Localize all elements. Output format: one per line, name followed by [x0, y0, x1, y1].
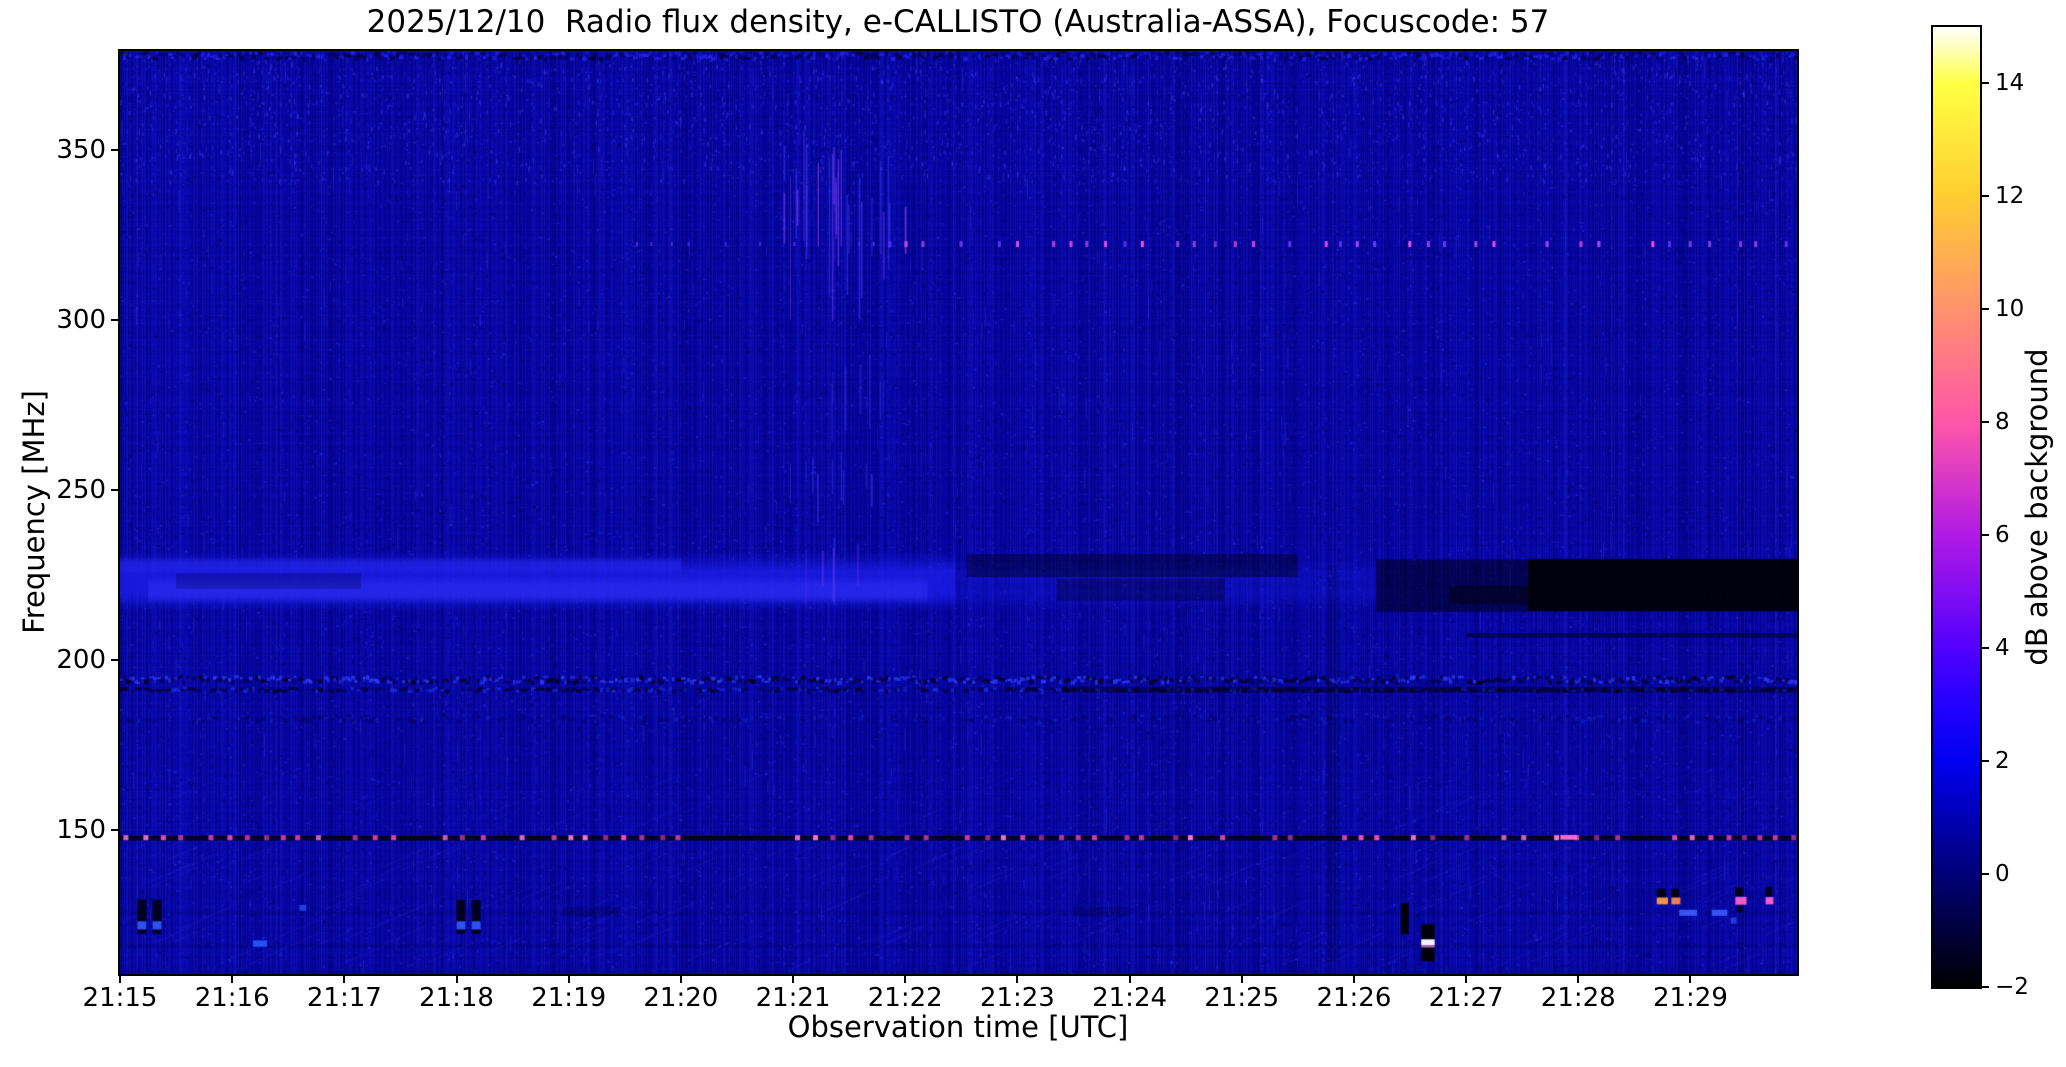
colorbar-tick-label: 6: [1995, 522, 2010, 549]
x-tick-label: 21:17: [306, 983, 382, 1013]
x-tick-label: 21:16: [194, 983, 270, 1013]
x-tick-mark: [1465, 976, 1468, 983]
x-tick-mark: [231, 976, 234, 983]
colorbar-tick-mark: [1982, 986, 1989, 988]
x-tick-mark: [679, 976, 682, 983]
x-tick-label: 21:20: [643, 983, 719, 1013]
y-axis-label: Frequency [MHz]: [17, 390, 51, 634]
x-tick-mark: [1016, 976, 1019, 983]
colorbar-tick-label: 2: [1995, 748, 2010, 775]
y-tick-mark: [111, 489, 118, 492]
x-tick-mark: [1352, 976, 1355, 983]
colorbar-tick-mark: [1982, 760, 1989, 763]
x-tick-label: 21:18: [419, 983, 494, 1013]
colorbar-tick-label: 14: [1995, 70, 2025, 97]
colorbar-label: dB above background: [2020, 348, 2054, 666]
colorbar-tick-label: 8: [1995, 409, 2010, 436]
colorbar-tick-mark: [1982, 195, 1989, 198]
colorbar-tick-mark: [1982, 534, 1989, 537]
colorbar-gradient: [1933, 27, 1980, 987]
colorbar-tick-mark: [1982, 873, 1989, 876]
x-tick-label: 21:27: [1428, 983, 1504, 1013]
x-tick-label: 21:22: [867, 983, 943, 1013]
colorbar-tick-label: 4: [1995, 635, 2010, 662]
y-tick-label: 250: [56, 475, 106, 506]
colorbar-tick-mark: [1982, 82, 1989, 85]
x-tick-mark: [1689, 976, 1692, 983]
y-tick-mark: [111, 829, 118, 832]
x-tick-mark: [455, 976, 458, 983]
x-axis-label: Observation time [UTC]: [787, 1010, 1129, 1044]
colorbar-tick-label: 12: [1995, 183, 2025, 210]
colorbar-tick-label: −2: [1995, 974, 2029, 1000]
spectrogram-canvas: [120, 51, 1797, 974]
x-tick-label: 21:26: [1316, 983, 1392, 1013]
x-tick-label: 21:21: [755, 983, 831, 1013]
y-tick-label: 150: [56, 815, 106, 846]
colorbar: [1931, 25, 1982, 989]
x-tick-mark: [1128, 976, 1131, 983]
x-tick-label: 21:19: [531, 983, 607, 1013]
colorbar-tick-label: 10: [1995, 296, 2025, 323]
x-tick-mark: [1240, 976, 1243, 983]
x-tick-label: 21:23: [979, 983, 1055, 1013]
x-tick-label: 21:15: [82, 983, 158, 1013]
x-tick-mark: [792, 976, 795, 983]
colorbar-tick-mark: [1982, 308, 1989, 311]
y-tick-label: 300: [56, 305, 106, 336]
x-tick-mark: [1577, 976, 1580, 983]
y-tick-mark: [111, 149, 118, 152]
y-tick-mark: [111, 659, 118, 662]
colorbar-tick-label: 0: [1995, 861, 2010, 888]
y-tick-label: 350: [56, 135, 106, 166]
x-tick-mark: [904, 976, 907, 983]
x-tick-mark: [343, 976, 346, 983]
colorbar-tick-mark: [1982, 421, 1989, 424]
chart-title: 2025/12/10 Radio flux density, e-CALLIST…: [366, 4, 1550, 40]
colorbar-tick-mark: [1982, 647, 1989, 650]
y-tick-label: 200: [56, 645, 106, 676]
x-tick-label: 21:29: [1652, 983, 1728, 1013]
x-tick-mark: [119, 976, 121, 983]
x-tick-label: 21:28: [1540, 983, 1616, 1013]
x-tick-label: 21:25: [1204, 983, 1280, 1013]
y-tick-mark: [111, 319, 118, 322]
x-tick-label: 21:24: [1092, 983, 1168, 1013]
x-tick-mark: [567, 976, 570, 983]
